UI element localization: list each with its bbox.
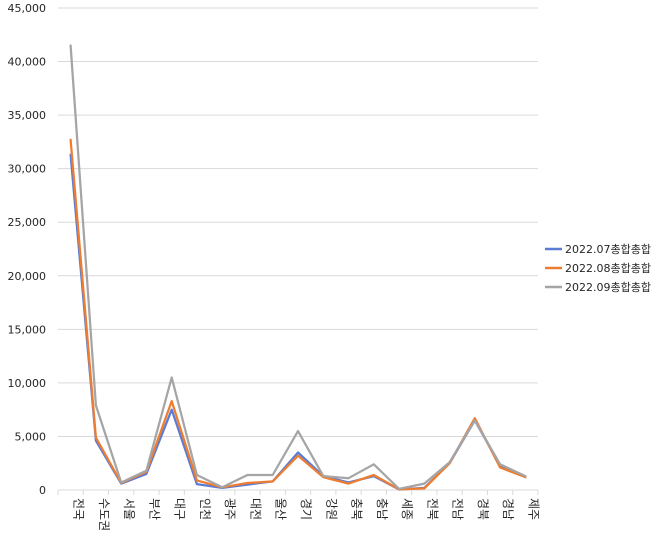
x-tick-label: 대구 — [173, 498, 187, 520]
x-tick-label-text: 세종 — [400, 498, 414, 520]
x-tick-label-text: 광주 — [223, 498, 237, 520]
x-tick-label-text: 제주 — [526, 498, 540, 520]
x-tick-label-text: 대구 — [173, 498, 187, 520]
x-tick-label: 전국 — [72, 498, 86, 520]
x-tick-label: 서울 — [122, 498, 136, 520]
x-tick-label-text: 인천 — [198, 498, 213, 520]
legend-label: 2022.07총합총합 — [565, 243, 651, 256]
x-tick-label: 부산 — [147, 498, 161, 520]
x-tick-label-text: 충남 — [375, 498, 389, 520]
series-line-1 — [69, 153, 527, 491]
legend-label: 2022.09총합총합 — [565, 281, 651, 294]
x-tick-label: 제주 — [526, 498, 540, 520]
gridlines — [58, 7, 538, 437]
y-tick-label: 0 — [39, 484, 46, 497]
x-tick-label-text: 서울 — [122, 498, 136, 520]
x-tick-label-text: 전남 — [451, 498, 465, 520]
x-tick-label: 경기 — [299, 498, 313, 520]
x-tick-label-text: 울산 — [274, 498, 288, 520]
x-tick-label-text: 대전 — [248, 498, 262, 520]
x-tick-label-text: 수도권 — [97, 498, 111, 531]
legend-item: 2022.08총합총합 — [545, 262, 651, 275]
y-tick-label: 5,000 — [15, 430, 47, 443]
legend: 2022.07총합총합 2022.08총합총합 2022.09총합총합 — [545, 243, 651, 294]
legend-item: 2022.09총합총합 — [545, 281, 651, 294]
y-tick-label: 20,000 — [8, 270, 47, 283]
y-axis-ticks: 0 5,000 10,000 15,000 20,000 25,000 30,000 35,0… — [8, 2, 47, 497]
x-tick-label-text: 경북 — [476, 498, 490, 520]
x-tick-label: 울산 — [274, 498, 288, 520]
x-tick-label-text: 전북 — [425, 498, 439, 520]
y-tick-label: 35,000 — [8, 109, 47, 122]
x-tick-label: 대전 — [248, 498, 262, 520]
y-tick-label: 30,000 — [8, 163, 47, 176]
series-line-3 — [69, 44, 527, 491]
y-tick-label: 45,000 — [8, 2, 47, 15]
x-tick-label-text: 경기 — [299, 498, 313, 520]
x-tick-label-text: 충북 — [350, 498, 364, 520]
x-tick-label: 인천 — [198, 498, 213, 520]
x-tick-label-text: 부산 — [147, 498, 161, 520]
x-tick-label: 세종 — [400, 498, 414, 520]
y-tick-label: 10,000 — [8, 377, 47, 390]
x-axis — [57, 489, 539, 495]
legend-label: 2022.08총합총합 — [565, 262, 651, 275]
x-tick-label: 충북 — [350, 498, 364, 520]
legend-item: 2022.07총합총합 — [545, 243, 651, 256]
x-tick-label: 강원 — [324, 498, 338, 520]
x-tick-label: 광주 — [223, 498, 237, 520]
x-tick-label: 전남 — [451, 498, 465, 520]
x-tick-label: 수도권 — [97, 498, 111, 531]
x-tick-label-text: 경남 — [501, 498, 515, 520]
y-tick-label: 40,000 — [8, 56, 47, 69]
series-lines — [69, 44, 527, 491]
x-axis-ticks: 전국 수도권 서울 부산 대구 인천 광주 대전 울산 경기 강원 충북 충남 세종 전북 전남 경북 경남 제주 — [72, 498, 541, 531]
x-tick-label: 경북 — [476, 498, 490, 520]
y-tick-label: 25,000 — [8, 216, 47, 229]
x-tick-label: 충남 — [375, 498, 389, 520]
series-line-2 — [69, 138, 527, 491]
x-tick-label-text: 강원 — [324, 498, 338, 520]
y-tick-label: 15,000 — [8, 323, 47, 336]
x-tick-label-text: 전국 — [72, 498, 86, 520]
x-tick-label: 전북 — [425, 498, 439, 520]
x-tick-label: 경남 — [501, 498, 515, 520]
